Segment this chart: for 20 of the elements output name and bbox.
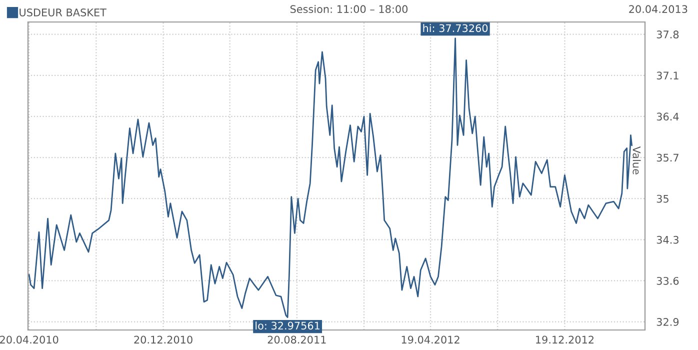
x-tick-label: 20.08.2011 — [268, 336, 326, 344]
annotation: lo: 32.97561 — [256, 322, 320, 330]
line-series — [28, 38, 632, 318]
x-tick-label: 19.12.2012 — [536, 336, 594, 344]
y-tick-label: 32.9 — [656, 318, 679, 326]
y-tick-label: 35.7 — [656, 154, 678, 162]
y-tick-label: 37.1 — [656, 72, 678, 80]
y-tick-label: 37.8 — [656, 30, 679, 38]
legend-label: USDEUR BASKET — [20, 8, 106, 16]
y-axis-title: Value — [632, 146, 641, 174]
annotation: hi: 37.73260 — [423, 24, 488, 32]
y-tick-label: 34.3 — [656, 236, 678, 244]
text: 20.04.2013 — [629, 5, 688, 14]
x-tick-label: 19.04.2012 — [402, 336, 460, 344]
x-tick-label: 20.04.2010 — [0, 336, 58, 344]
x-tick-label: 20.12.2010 — [134, 336, 192, 344]
y-tick-label: 35 — [656, 194, 668, 203]
y-tick-label: 36.4 — [656, 112, 679, 121]
chart-subtitle: Session: 11:00 – 18:00 — [290, 4, 408, 14]
y-tick-label: 33.6 — [656, 276, 679, 285]
